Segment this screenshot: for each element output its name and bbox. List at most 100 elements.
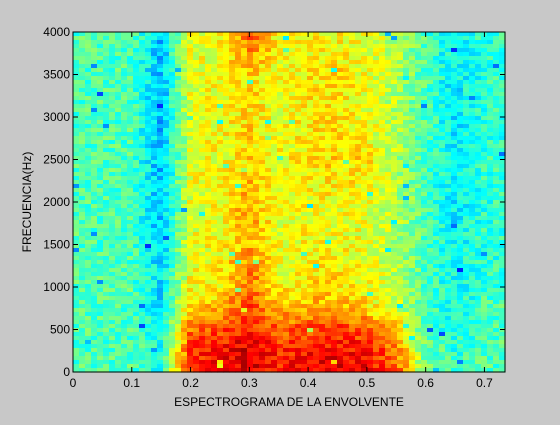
heatmap-cell bbox=[421, 108, 428, 113]
heatmap-cell bbox=[163, 232, 170, 237]
heatmap-cell bbox=[337, 152, 344, 157]
heatmap-cell bbox=[127, 44, 134, 49]
heatmap-cell bbox=[211, 248, 218, 253]
heatmap-cell bbox=[295, 104, 302, 109]
heatmap-cell bbox=[445, 72, 452, 77]
heatmap-cell bbox=[169, 164, 176, 169]
heatmap-cell bbox=[223, 180, 230, 185]
heatmap-cell bbox=[355, 296, 362, 301]
heatmap-cell bbox=[121, 152, 128, 157]
heatmap-cell bbox=[235, 168, 242, 173]
heatmap-cell bbox=[91, 36, 98, 41]
heatmap-cell bbox=[109, 104, 116, 109]
heatmap-cell bbox=[139, 212, 146, 217]
heatmap-cell bbox=[301, 276, 308, 281]
heatmap-cell bbox=[97, 32, 104, 37]
heatmap-cell bbox=[91, 136, 98, 141]
heatmap-cell bbox=[463, 128, 470, 133]
heatmap-cell bbox=[385, 228, 392, 233]
heatmap-cell bbox=[127, 228, 134, 233]
heatmap-cell bbox=[211, 72, 218, 77]
heatmap-cell bbox=[343, 104, 350, 109]
heatmap-cell bbox=[361, 80, 368, 85]
heatmap-cell bbox=[325, 180, 332, 185]
heatmap-cell bbox=[79, 36, 86, 41]
heatmap-cell bbox=[289, 120, 296, 125]
heatmap-cell bbox=[439, 52, 446, 57]
heatmap-cell bbox=[265, 196, 272, 201]
heatmap-cell bbox=[85, 84, 92, 89]
heatmap-cell bbox=[499, 180, 506, 185]
heatmap-cell bbox=[199, 140, 206, 145]
heatmap-cell bbox=[499, 164, 506, 169]
heatmap-cell bbox=[409, 52, 416, 57]
heatmap-cell bbox=[343, 268, 350, 273]
heatmap-cell bbox=[367, 156, 374, 161]
heatmap-cell bbox=[451, 84, 458, 89]
heatmap-cell bbox=[247, 112, 254, 117]
heatmap-cell bbox=[427, 52, 434, 57]
heatmap-cell bbox=[457, 252, 464, 257]
heatmap-cell bbox=[475, 84, 482, 89]
heatmap-cell bbox=[241, 192, 248, 197]
heatmap-cell bbox=[283, 248, 290, 253]
heatmap-cell bbox=[289, 156, 296, 161]
heatmap-cell bbox=[151, 300, 158, 305]
heatmap-cell bbox=[253, 276, 260, 281]
heatmap-cell bbox=[127, 296, 134, 301]
heatmap-cell bbox=[127, 104, 134, 109]
heatmap-cell bbox=[385, 184, 392, 189]
heatmap-cell bbox=[283, 232, 290, 237]
heatmap-cell bbox=[409, 56, 416, 61]
heatmap-cell bbox=[127, 80, 134, 85]
heatmap-cell bbox=[355, 284, 362, 289]
heatmap-cell bbox=[145, 240, 152, 245]
heatmap-cell bbox=[385, 88, 392, 93]
heatmap-cell bbox=[157, 176, 164, 181]
heatmap-cell bbox=[97, 232, 104, 237]
heatmap-cell bbox=[73, 188, 80, 193]
heatmap-cell bbox=[253, 72, 260, 77]
heatmap-cell bbox=[187, 144, 194, 149]
heatmap-cell bbox=[247, 48, 254, 53]
heatmap-cell bbox=[373, 40, 380, 45]
heatmap-cell bbox=[121, 220, 128, 225]
heatmap-cell bbox=[445, 184, 452, 189]
heatmap-cell bbox=[139, 160, 146, 165]
heatmap-cell bbox=[439, 236, 446, 241]
heatmap-cell bbox=[73, 308, 80, 313]
heatmap-cell bbox=[109, 136, 116, 141]
heatmap-cell bbox=[487, 156, 494, 161]
heatmap-cell bbox=[133, 256, 140, 261]
heatmap-cell bbox=[157, 128, 164, 133]
heatmap-cell bbox=[451, 32, 458, 37]
heatmap-cell bbox=[373, 92, 380, 97]
heatmap-cell bbox=[193, 108, 200, 113]
heatmap-cell bbox=[343, 248, 350, 253]
heatmap-cell bbox=[313, 224, 320, 229]
heatmap-cell bbox=[157, 160, 164, 165]
heatmap-cell bbox=[271, 244, 278, 249]
heatmap-cell bbox=[463, 112, 470, 117]
heatmap-cell bbox=[427, 36, 434, 41]
heatmap-cell bbox=[487, 68, 494, 73]
heatmap-cell bbox=[187, 176, 194, 181]
heatmap-cell bbox=[253, 168, 260, 173]
heatmap-cell bbox=[283, 288, 290, 293]
heatmap-cell bbox=[379, 96, 386, 101]
heatmap-cell bbox=[169, 88, 176, 93]
heatmap-cell bbox=[271, 124, 278, 129]
heatmap-cell bbox=[229, 84, 236, 89]
heatmap-cell bbox=[169, 308, 176, 313]
heatmap-cell bbox=[463, 228, 470, 233]
heatmap-cell bbox=[163, 156, 170, 161]
heatmap-cell bbox=[433, 212, 440, 217]
heatmap-cell bbox=[181, 72, 188, 77]
heatmap-cell bbox=[421, 32, 428, 37]
heatmap-cell bbox=[121, 248, 128, 253]
heatmap-cell bbox=[421, 188, 428, 193]
heatmap-cell bbox=[85, 284, 92, 289]
heatmap-cell bbox=[409, 96, 416, 101]
heatmap-cell bbox=[151, 184, 158, 189]
heatmap-cell bbox=[373, 280, 380, 285]
